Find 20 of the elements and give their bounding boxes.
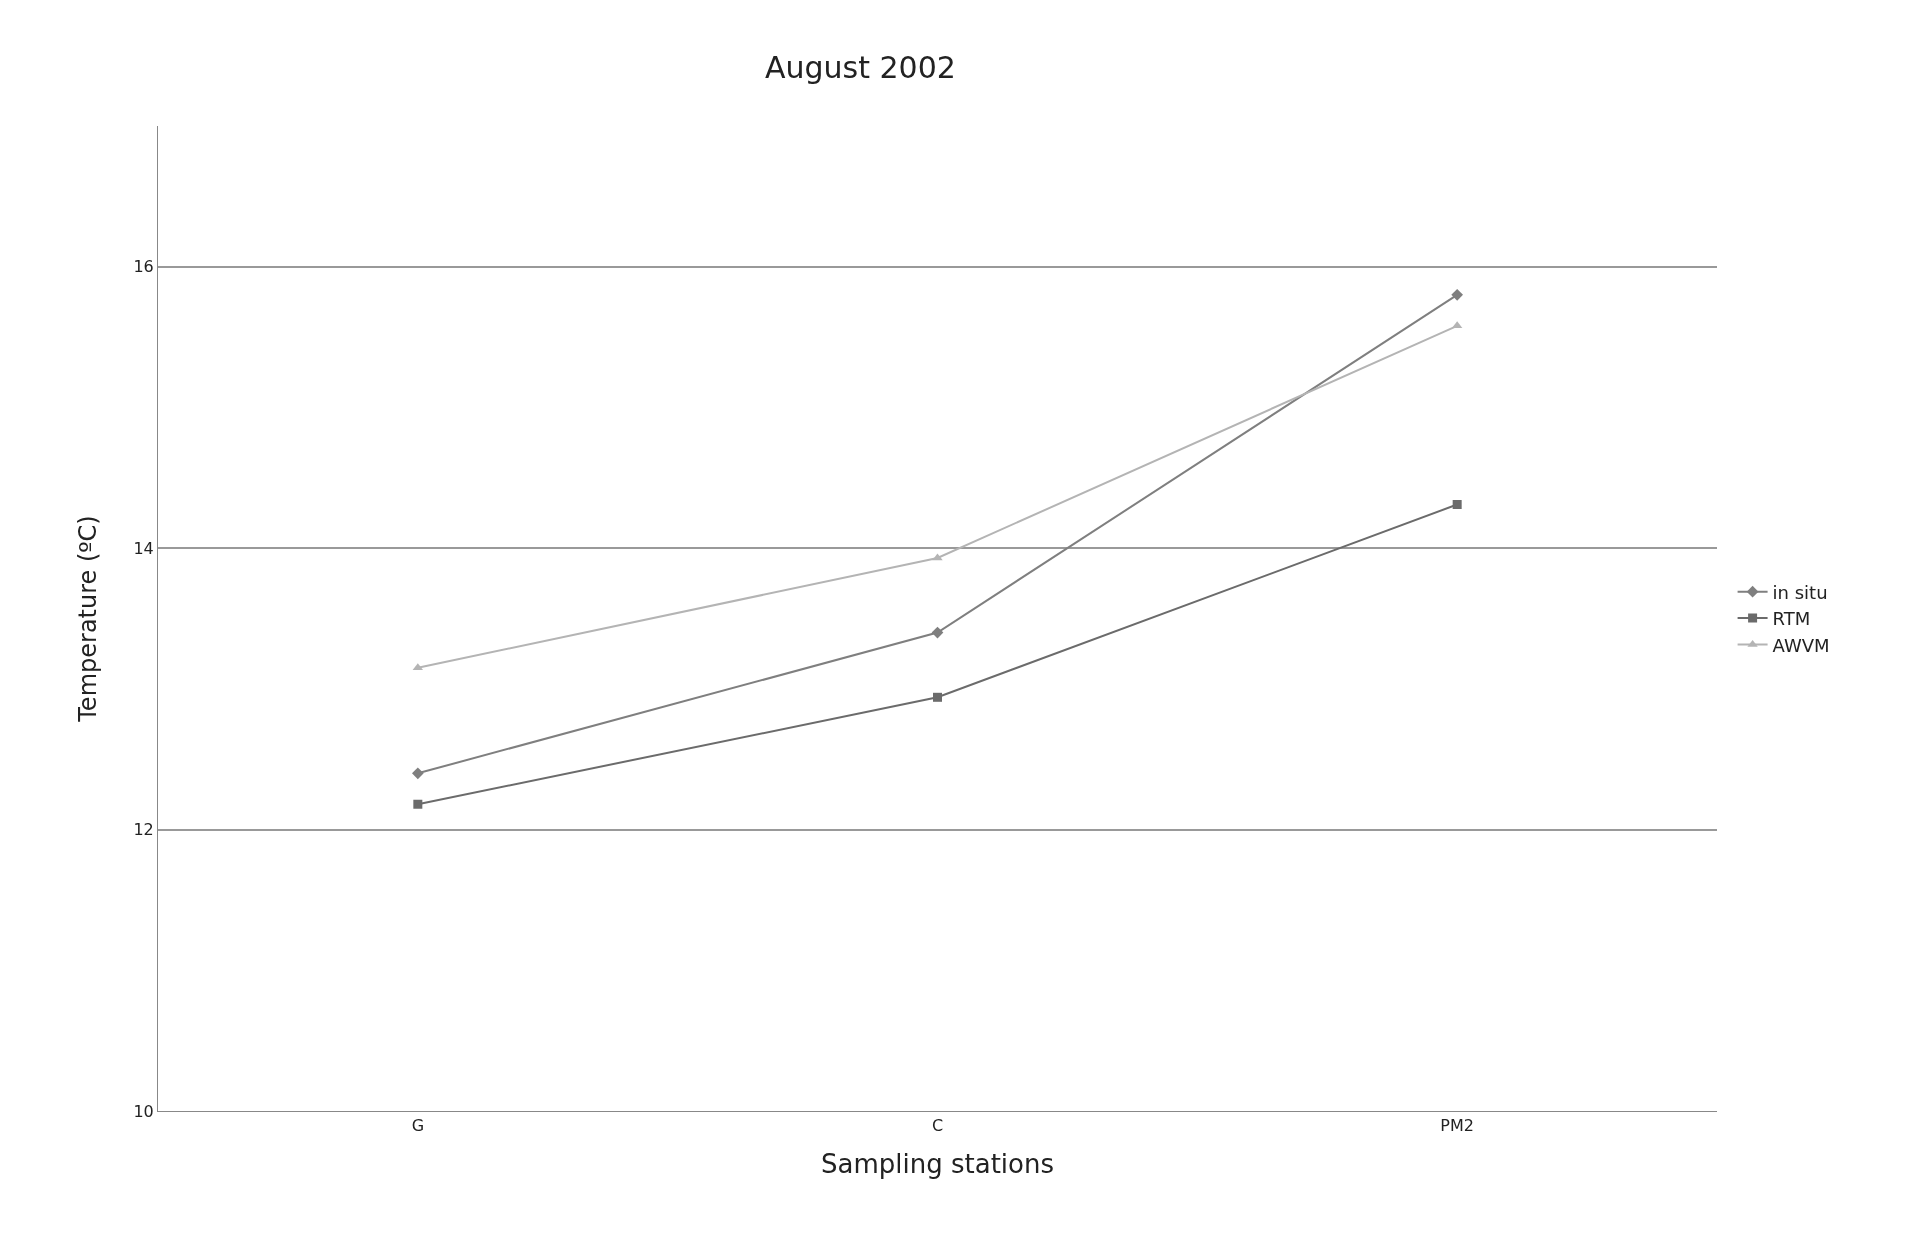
x-tick-label: PM2 [1440,1116,1474,1136]
point [413,799,423,809]
y-axis-title: Temperature (ºC) [73,515,102,723]
y-tick-label: 12 [133,820,154,840]
y-tick-label: 16 [133,257,154,277]
point [1452,500,1462,510]
point [1451,289,1464,301]
chart-title: August 2002 [764,49,956,85]
legend-label: AWVM [1772,634,1830,656]
point [933,692,942,702]
x-tick-label: C [931,1116,944,1136]
point [932,553,943,561]
point [931,626,944,639]
legend-label: in situ [1772,581,1828,603]
y-tick-label: 10 [133,1101,154,1121]
point [411,767,424,780]
x-tick-label: G [411,1116,425,1136]
x-axis-title: Sampling stations [821,1148,1054,1179]
y-tick-label: 14 [133,538,154,558]
legend-label: RTM [1772,608,1811,630]
